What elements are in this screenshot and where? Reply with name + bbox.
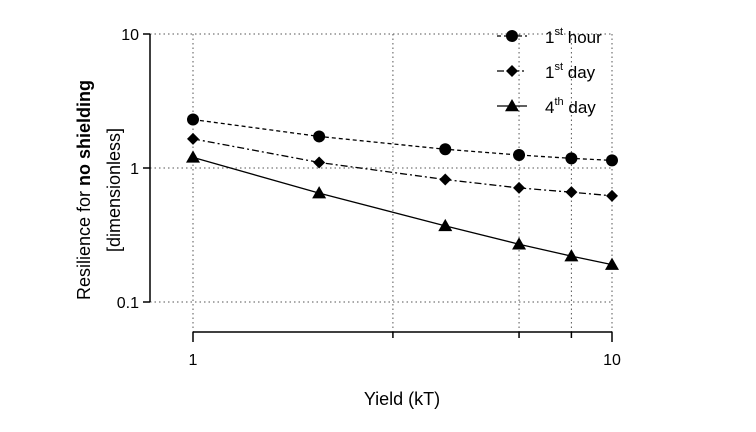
legend-label: 4th day (545, 96, 596, 117)
legend-marker (505, 99, 519, 112)
series-2-point (187, 132, 199, 145)
series-2 (187, 132, 618, 202)
y-axis-title-units: [dimensionless] (104, 128, 124, 252)
legend-label-base: 1 (545, 63, 554, 82)
series-2-point (439, 173, 452, 186)
y-tick-label: 10 (121, 27, 139, 44)
legend-label: 1st day (545, 61, 596, 82)
legend-marker (506, 30, 518, 42)
series-2-line (192, 138, 613, 197)
legend-label-base: 4 (545, 98, 554, 117)
legend-label-sup: st (554, 26, 563, 38)
series-2-point (313, 156, 326, 169)
series-3-point (186, 150, 200, 163)
series-2-point (565, 186, 578, 199)
series-1 (187, 113, 618, 167)
legend-label-base: 1 (545, 28, 554, 47)
series-1-point (606, 154, 618, 167)
legend-item-1: 1st hour (497, 26, 602, 47)
legend-item-3: 4th day (497, 96, 596, 117)
series-3-line (192, 156, 613, 266)
series-2-point (606, 189, 618, 202)
x-tick-label: 1 (189, 352, 198, 369)
y-axis-title-bold: no shielding (74, 80, 94, 186)
series-3-point (605, 257, 619, 270)
series-1-point (313, 130, 326, 143)
series-3-point (564, 249, 579, 262)
legend-label-rest: hour (563, 28, 602, 47)
legend-label-sup: st (554, 61, 563, 73)
legend-label: 1st hour (545, 26, 602, 47)
legend-label-sup: th (554, 96, 563, 108)
y-tick-label: 0.1 (117, 295, 139, 312)
x-tick-label: 10 (603, 352, 621, 369)
series-1-point (439, 143, 452, 156)
legend-marker (506, 65, 518, 77)
grid-lines (150, 33, 613, 332)
axes (143, 33, 613, 342)
series-1-point (513, 149, 526, 162)
series-1-point (187, 113, 199, 126)
series-2-point (513, 181, 526, 194)
tick-labels: 0.1 1 10 1 10 (117, 27, 621, 369)
series-3 (186, 150, 619, 270)
y-tick-label: 1 (130, 161, 139, 178)
series-3-point (512, 237, 527, 250)
legend-label-rest: day (563, 63, 596, 82)
series-3-point (438, 218, 453, 232)
series-1-line (192, 118, 613, 162)
series-group (186, 113, 619, 270)
legend-item-2: 1st day (497, 61, 596, 82)
y-axis-title-prefix: Resilience for (74, 186, 94, 300)
y-axis-title: Resilience for no shielding (74, 80, 94, 300)
series-1-point (565, 152, 578, 165)
x-axis-title: Yield (kT) (364, 389, 440, 409)
legend-label-rest: day (564, 98, 597, 117)
series-3-point (312, 186, 327, 199)
